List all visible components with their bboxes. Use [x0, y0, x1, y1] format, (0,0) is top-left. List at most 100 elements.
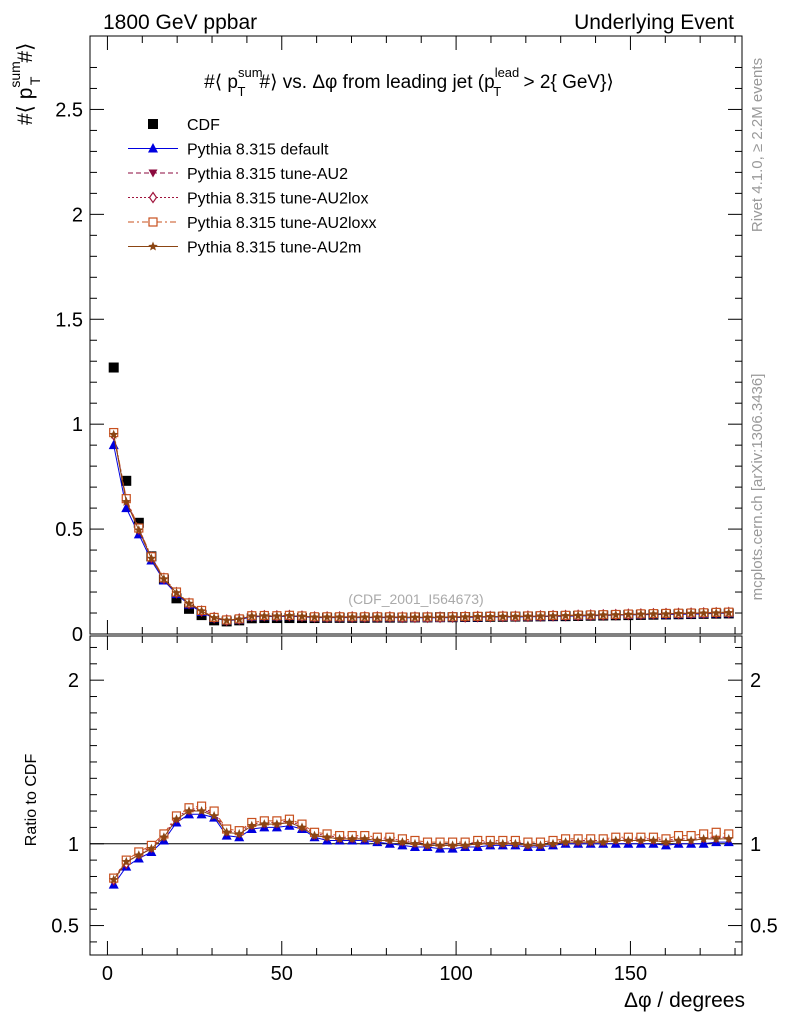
- data-point-AU2m: [372, 612, 383, 622]
- data-point-AU2m: [573, 610, 583, 620]
- main-axes: 0 0.5 1 1.5 2 2.5: [55, 36, 742, 646]
- ratio-point-AU2m: [611, 835, 621, 845]
- data-point-AU2m: [410, 612, 420, 622]
- ratio-point-AU2m: [435, 840, 445, 850]
- ratio-point-AU2m: [360, 833, 370, 843]
- ratio-point-AU2m: [171, 814, 182, 824]
- data-point-AU2m: [121, 496, 131, 506]
- ratio-point-AU2m: [334, 833, 345, 843]
- ratio-point-AU2m: [698, 833, 709, 843]
- ratio-point-AU2m: [523, 840, 533, 850]
- ratio-point-AU2m: [535, 840, 546, 850]
- legend-label-CDF: CDF: [187, 117, 220, 134]
- header-right: Underlying Event: [574, 11, 734, 34]
- data-point-AU2m: [485, 611, 495, 621]
- x-tick-label: 100: [439, 963, 472, 985]
- ratio-axes: 0 50 100 150 0.5 0.5 1 1 2 2: [51, 636, 778, 985]
- y-tick-label: 2: [72, 204, 83, 226]
- data-point-AU2m: [171, 587, 182, 597]
- ratio-point-AU2m: [196, 806, 207, 816]
- x-tick-label: 50: [271, 963, 293, 985]
- data-point-AU2m: [209, 612, 219, 622]
- ratio-point-AU2m: [422, 840, 433, 850]
- ratio-point-AU2m: [460, 840, 470, 850]
- ratio-point-AU2m: [121, 856, 131, 866]
- ratio-plot-frame: [89, 635, 743, 956]
- data-point-AU2m: [297, 611, 307, 621]
- y-tick-label: 0.5: [55, 519, 83, 541]
- ratio-point-AU2m: [548, 838, 558, 848]
- data-point-AU2m: [435, 612, 445, 622]
- ratio-point-AU2m: [385, 835, 395, 845]
- data-point-AU2m: [636, 609, 646, 619]
- ratio-line-AU2lox: [113, 807, 729, 881]
- ratio-point-AU2m: [498, 838, 508, 848]
- data-point-AU2m: [247, 611, 257, 621]
- data-point-AU2m: [686, 608, 696, 618]
- ratio-series-AU2m: [109, 806, 734, 884]
- data-point-AU2m: [661, 609, 671, 619]
- ratio-point-AU2m: [284, 817, 295, 827]
- legend-label-AU2m: Pythia 8.315 tune-AU2m: [187, 240, 361, 257]
- data-point-AU2m: [560, 610, 571, 620]
- ratio-point-AU2m: [184, 806, 194, 816]
- ratio-series: [108, 801, 734, 889]
- ratio-point-AU2m: [309, 830, 320, 840]
- ratio-point-AU2m: [447, 840, 458, 850]
- y-tick-label: 1: [72, 414, 83, 436]
- data-point-AU2m: [109, 429, 119, 439]
- ratio-point-AU2m: [473, 838, 483, 848]
- legend-marker-AU2: [148, 169, 158, 178]
- legend-item-AU2lox: Pythia 8.315 tune-AU2lox: [128, 191, 368, 208]
- data-point-AU2m: [422, 612, 433, 622]
- legend-label-default: Pythia 8.315 default: [187, 142, 329, 159]
- main-y-axis-label: #⟨ psum T#⟩: [7, 43, 43, 125]
- legend-marker-AU2loxx: [148, 217, 158, 227]
- data-point-AU2m: [221, 615, 232, 625]
- y-tick-label: 2.5: [55, 99, 83, 121]
- data-point-AU2m: [284, 610, 295, 620]
- data-point-AU2m: [535, 611, 546, 621]
- ratio-y-tick-label-right: 2: [750, 670, 761, 692]
- ratio-point-AU2m: [146, 843, 157, 853]
- data-point-AU2m: [698, 608, 709, 618]
- series-AU2m: [109, 429, 734, 625]
- data-point-CDF: [121, 475, 132, 486]
- ratio-point-AU2m: [623, 835, 634, 845]
- ratio-point-AU2m: [636, 835, 646, 845]
- main-plot-frame: [89, 35, 743, 635]
- data-point-AU2m: [585, 610, 596, 620]
- ratio-point-AU2m: [159, 832, 169, 842]
- data-point-AU2m: [548, 611, 558, 620]
- ratio-point-AU2m: [109, 874, 119, 884]
- ratio-point-AU2m: [322, 832, 332, 842]
- data-point-AU2m: [598, 610, 608, 620]
- ratio-point-AU2m: [209, 810, 219, 820]
- x-tick-label: 0: [102, 963, 113, 985]
- ratio-point-AU2m: [234, 828, 244, 838]
- ratio-point-AU2m: [485, 838, 495, 848]
- data-point-AU2m: [360, 612, 370, 622]
- ratio-point-AU2m: [598, 837, 608, 847]
- data-point-CDF: [133, 517, 144, 528]
- main-series: [108, 362, 734, 627]
- ratio-line-default: [113, 813, 729, 885]
- main-title: #⟨ psum T #⟩ vs. Δφ from leading jet (plea…: [204, 65, 614, 99]
- legend-item-AU2loxx: Pythia 8.315 tune-AU2loxx: [128, 215, 376, 232]
- data-point-default: [121, 502, 132, 513]
- mcplots-label: mcplots.cern.ch [arXiv:1306.3436]: [749, 374, 766, 601]
- ratio-point-AU2m: [711, 833, 721, 843]
- ratio-point-AU2m: [372, 835, 383, 845]
- legend-label-AU2loxx: Pythia 8.315 tune-AU2loxx: [187, 215, 376, 232]
- data-point-AU2m: [347, 612, 357, 622]
- y-tick-label: 1.5: [55, 309, 83, 331]
- ratio-point-AU2m: [221, 827, 232, 837]
- ratio-point-AU2m: [347, 833, 357, 843]
- legend-label-AU2: Pythia 8.315 tune-AU2: [187, 166, 348, 183]
- ratio-line-AU2m: [113, 810, 729, 880]
- legend: CDF Pythia 8.315 default Pythia 8.315 tune…: [128, 117, 376, 257]
- ratio-point-AU2m: [686, 835, 696, 845]
- ratio-y-tick-label: 1: [68, 834, 79, 856]
